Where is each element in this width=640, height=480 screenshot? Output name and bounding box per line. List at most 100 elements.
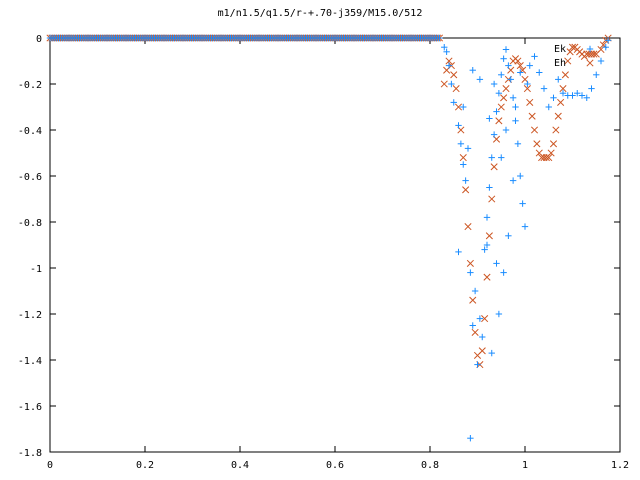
eh-point (568, 43, 577, 51)
eh-point (471, 328, 479, 336)
ek-point (604, 37, 612, 44)
eh-point (459, 154, 467, 162)
ek-point (476, 76, 484, 83)
eh-point (490, 163, 498, 171)
eh-point (557, 98, 565, 106)
axes: 0 0.2 0.4 0.6 0.8 1 1.2 0 -0.2 -0.4 -0.6 -0.8 -1 -1.2… (18, 34, 629, 471)
eh-point (502, 85, 510, 93)
y-tick-label: -0.6 (18, 172, 42, 183)
ek-point (524, 80, 531, 88)
ek-point (495, 90, 503, 97)
ek-point (500, 55, 507, 62)
eh-point (523, 85, 531, 93)
ek-point (476, 315, 484, 322)
eh-point (552, 126, 560, 134)
ek-point (488, 349, 495, 357)
ek-baseline-point (436, 34, 443, 42)
ek-point (455, 248, 462, 256)
ek-point (536, 69, 543, 76)
ek-point (471, 287, 479, 295)
legend-label-eh: Eh (554, 58, 566, 69)
ek-point (505, 62, 512, 69)
eh-point (464, 223, 472, 231)
ek-point (481, 246, 488, 253)
eh-point (559, 85, 567, 93)
eh-point (478, 347, 486, 355)
ek-point (517, 69, 524, 76)
x-tick-label: 0.8 (421, 460, 439, 471)
ek-point (493, 260, 500, 267)
eh-point (488, 195, 496, 203)
ek-point (441, 44, 448, 51)
ek-point (521, 223, 529, 230)
ek-point (555, 76, 562, 83)
ek-point (460, 103, 467, 111)
ek-point (490, 131, 498, 138)
eh-point (497, 103, 505, 111)
ek-point (495, 310, 503, 318)
y-tick-label: -0.4 (18, 126, 42, 137)
y-tick-label: -1.6 (18, 402, 42, 413)
legend-label-ek: Ek (554, 44, 566, 55)
data-marks (46, 34, 612, 442)
ek-point (597, 57, 605, 65)
ek-point (519, 200, 526, 207)
eh-point (452, 85, 460, 93)
ek-point (514, 140, 522, 147)
ek-point (512, 117, 519, 124)
plot-frame (49, 37, 621, 453)
chart-title: m1/n1.5/q1.5/r-+.70-j359/M15.0/512 (217, 8, 423, 19)
ek-point (469, 322, 476, 329)
x-tick-label: 0.4 (231, 460, 249, 471)
ek-point (488, 154, 495, 161)
ek-point (531, 53, 538, 60)
ek-point (483, 214, 491, 221)
ek-point (559, 90, 567, 97)
ek-point (467, 435, 474, 442)
ek-point (443, 48, 450, 55)
eh-point (481, 315, 489, 323)
eh-point (530, 126, 539, 134)
ek-point (455, 122, 462, 129)
ek-point (509, 177, 517, 184)
eh-point (545, 154, 553, 162)
ek-point (507, 76, 514, 83)
eh-point (554, 112, 562, 120)
ek-point (474, 361, 481, 368)
ek-point (460, 161, 467, 168)
y-tick-label: -0.2 (18, 80, 42, 91)
y-tick-label: -1.2 (18, 310, 42, 321)
y-tick-label: -0.8 (18, 218, 42, 229)
ek-point (450, 99, 457, 106)
ek-point (545, 103, 552, 111)
ek-point (498, 71, 505, 78)
x-tick-label: 1.2 (611, 460, 629, 471)
ek-point (486, 184, 493, 191)
ek-point (602, 44, 609, 51)
eh-point (469, 296, 477, 304)
eh-point (500, 94, 508, 102)
eh-point (440, 80, 448, 88)
eh-point (564, 57, 572, 65)
legend-marker-eh (586, 59, 594, 67)
eh-point (466, 259, 474, 267)
y-tick-label: 0 (36, 34, 42, 45)
y-tick-label: -1.8 (18, 448, 42, 459)
ek-point (578, 92, 586, 99)
eh-point (514, 57, 522, 65)
ek-point (469, 67, 476, 74)
ek-point (550, 94, 557, 101)
eh-point (485, 232, 493, 240)
eh-point (445, 57, 453, 65)
ek-point (509, 94, 517, 101)
ek-point (457, 140, 465, 147)
eh-point (450, 71, 458, 79)
legend-marker-ek (586, 45, 594, 53)
ek-point (486, 115, 493, 122)
ek-point (512, 103, 519, 111)
ek-point (502, 46, 510, 53)
ek-point (574, 90, 581, 97)
ek-point (593, 71, 600, 78)
eh-point (561, 71, 569, 79)
